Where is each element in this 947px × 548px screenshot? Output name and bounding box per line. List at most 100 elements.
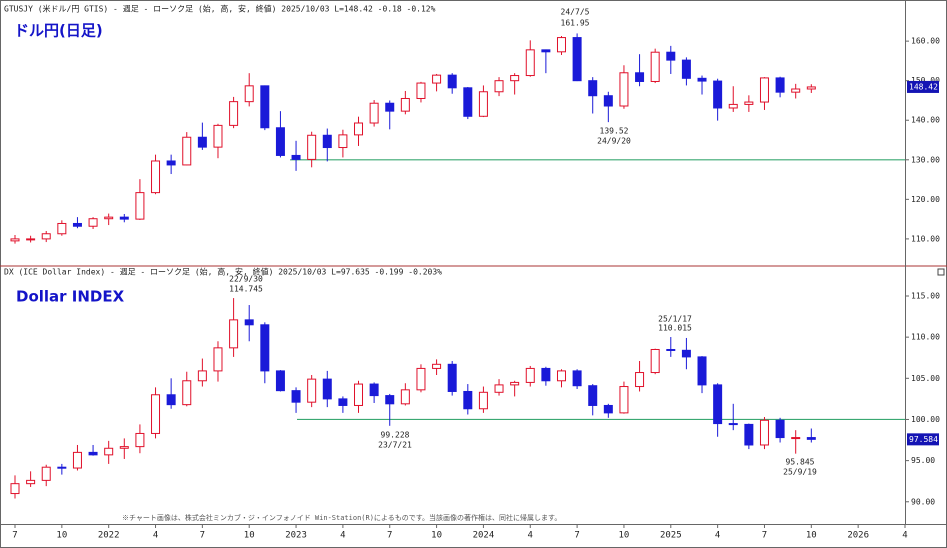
candle-body [119, 216, 129, 220]
x-tick-label: 4 [715, 531, 720, 541]
candle-body [119, 446, 129, 449]
candle-body [447, 74, 457, 89]
candle-body [369, 383, 379, 397]
candle-body [41, 233, 51, 240]
panel-subtitle: Dollar INDEX [16, 288, 125, 306]
y-tick-label: 110.00 [911, 234, 940, 243]
x-tick-label: 10 [431, 531, 442, 541]
candle-body [213, 124, 223, 148]
x-tick-label: 2024 [473, 531, 495, 541]
candle-body [275, 127, 285, 156]
candle-body [385, 395, 395, 405]
candle-body [759, 419, 769, 446]
price-label: 148.42 [909, 82, 938, 91]
y-tick-label: 120.00 [911, 195, 940, 204]
candle-body [556, 370, 566, 382]
candle-body [385, 102, 395, 112]
candle-body [26, 479, 36, 485]
candle-body [666, 348, 676, 351]
candle-body [229, 101, 239, 126]
annotation-price: 161.95 [561, 19, 590, 28]
x-tick-label: 10 [806, 531, 817, 541]
candle-body [447, 363, 457, 392]
annotation-date: 24/9/20 [597, 137, 631, 146]
candle-body [478, 391, 488, 410]
annotation-date: 23/7/21 [378, 441, 412, 450]
annotation-price: 99.228 [381, 431, 410, 440]
candle-body [10, 238, 20, 242]
candle-body [728, 423, 738, 426]
candle-body [41, 466, 51, 481]
candle-body [775, 77, 785, 93]
y-tick-label: 140.00 [911, 116, 940, 125]
candle-body [104, 447, 114, 456]
candle-body [541, 367, 551, 382]
candle-body [650, 51, 660, 82]
candle-body [400, 389, 410, 405]
candle-body [166, 160, 176, 166]
x-tick-label: 10 [244, 531, 255, 541]
candle-body [369, 102, 379, 124]
candle-body [322, 378, 332, 400]
y-tick-label: 90.00 [911, 497, 935, 506]
candle-body [338, 398, 348, 406]
candle-body [713, 80, 723, 109]
x-tick-label: 7 [200, 531, 205, 541]
candle-body [260, 85, 270, 129]
x-tick-label: 2023 [285, 531, 307, 541]
y-tick-label: 160.00 [911, 37, 940, 46]
y-tick-label: 130.00 [911, 155, 940, 164]
candle-body [213, 347, 223, 372]
x-tick-label: 4 [340, 531, 345, 541]
candle-body [650, 348, 660, 374]
candle-body [525, 367, 535, 383]
candle-body [791, 437, 801, 440]
price-box [907, 80, 939, 93]
y-tick-label: 95.00 [911, 456, 935, 465]
candle-body [666, 51, 676, 61]
x-tick-label: 10 [619, 531, 630, 541]
candle-body [88, 451, 98, 456]
x-tick-label: 2022 [98, 531, 120, 541]
candle-body [588, 385, 598, 406]
y-tick-label: 110.00 [911, 333, 940, 342]
annotation-date: 22/9/30 [229, 275, 263, 284]
candle-body [806, 86, 816, 90]
candle-body [182, 136, 192, 166]
candle-body [759, 77, 769, 103]
candle-body [681, 59, 691, 79]
candle-body [244, 319, 254, 326]
candle-body [572, 37, 582, 82]
candle-body [556, 37, 566, 53]
candle-body [322, 134, 332, 149]
candle-body [104, 216, 114, 220]
candle-body [291, 390, 301, 403]
candle-body [57, 222, 67, 235]
candle-body [681, 349, 691, 358]
y-tick-label: 115.00 [911, 291, 940, 300]
candle-body [72, 222, 82, 227]
x-tick-label: 10 [56, 531, 67, 541]
panel-title: GTUSJY (米ドル/円 GTIS) - 週足 - ローソク足 (始, 高, … [4, 4, 436, 14]
candle-body [432, 363, 442, 369]
candle-body [572, 370, 582, 387]
candle-body [275, 370, 285, 392]
candle-body [510, 75, 520, 82]
candle-body [744, 101, 754, 105]
candle-body [182, 380, 192, 406]
candle-body [416, 367, 426, 391]
candle-body [744, 423, 754, 446]
price-box [907, 433, 939, 446]
candle-body [307, 378, 317, 403]
candle-body [635, 72, 645, 82]
candle-body [525, 49, 535, 77]
candle-body [197, 370, 207, 382]
annotation-price: 110.015 [658, 324, 692, 333]
candle-body [728, 103, 738, 109]
candle-body [416, 82, 426, 99]
candle-body [541, 49, 551, 53]
candle-body [463, 87, 473, 117]
x-tick-label: 2025 [660, 531, 682, 541]
candle-body [635, 372, 645, 388]
